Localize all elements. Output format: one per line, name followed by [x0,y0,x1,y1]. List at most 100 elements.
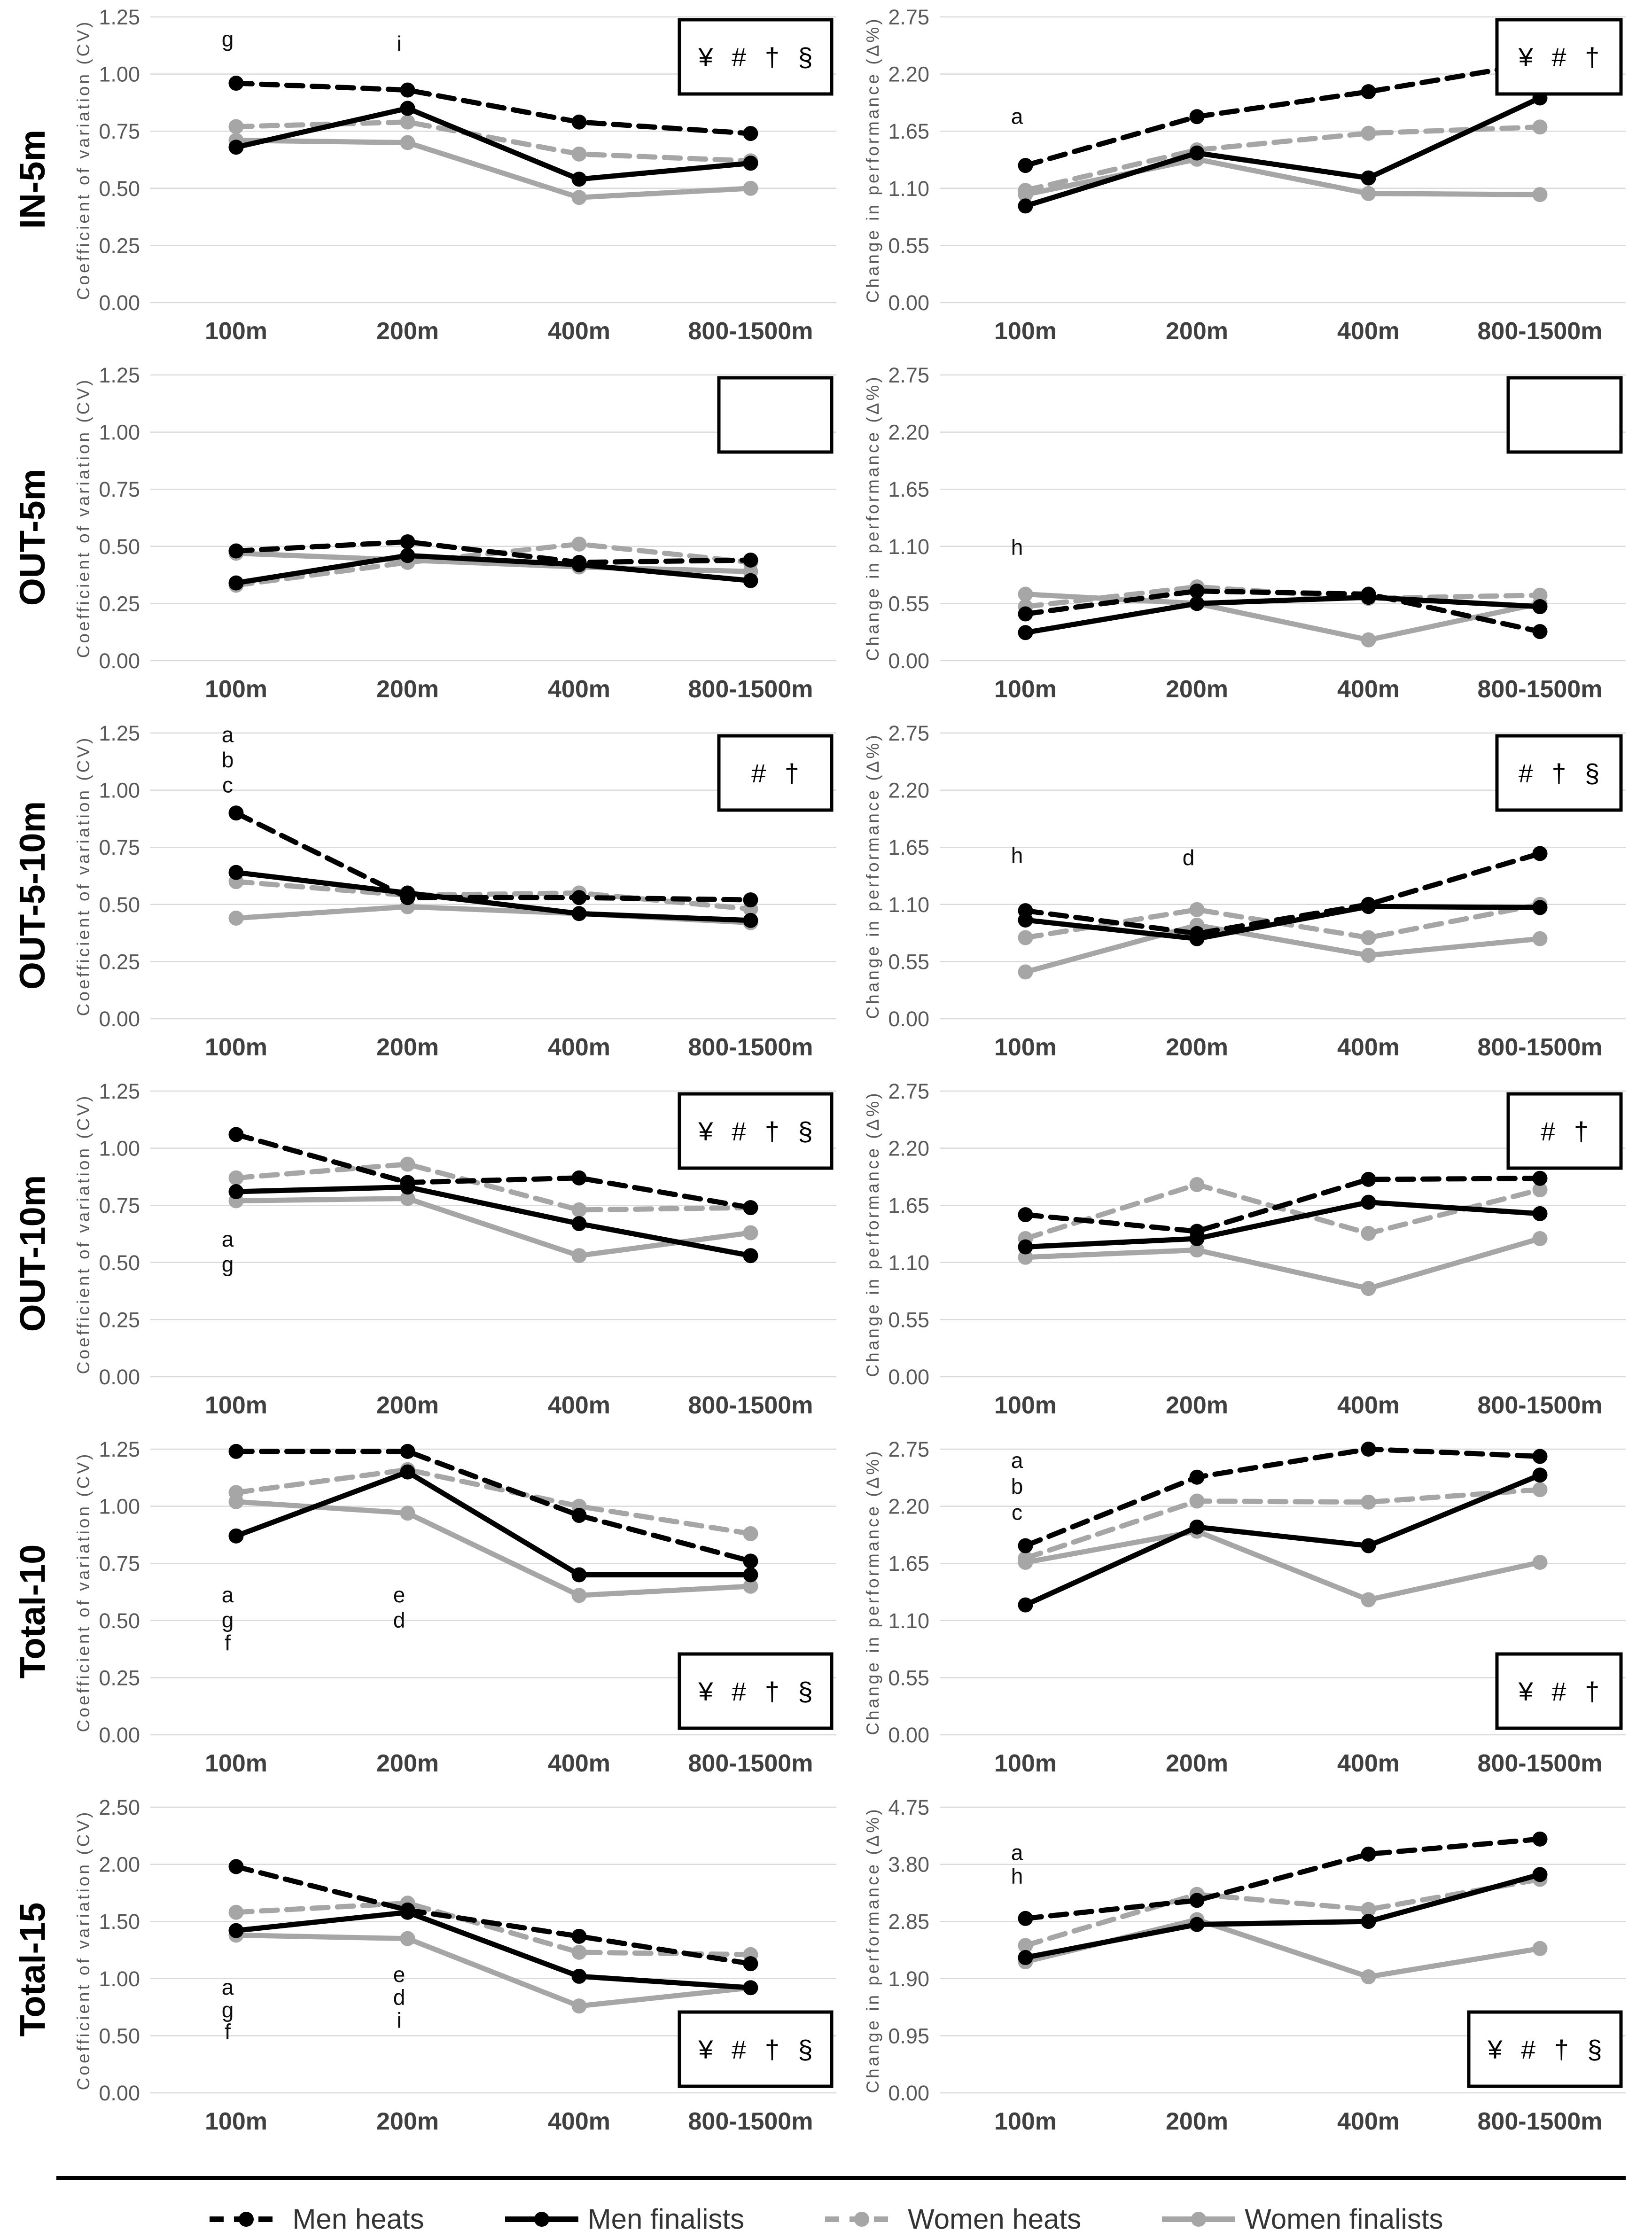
y-tick-label: 2.75 [888,1437,929,1461]
men-heats-marker [1018,1538,1033,1553]
y-tick-label: 2.20 [888,1495,929,1519]
panel-out-5-10m-cv: 0.00 0.25 0.50 0.75 1.00 1.25 Coefficient of v… [66,716,855,1074]
y-tick-label: 0.55 [888,950,929,974]
legend-label-women-heats: Women heats [908,2203,1082,2235]
men-heats-marker [1018,1911,1033,1926]
significance-box [1506,1092,1623,1170]
men-heats-marker [1532,1831,1548,1847]
men-heats-marker [743,126,758,141]
significance-box-symbols: ¥ # † [1518,1677,1605,1706]
y-tick-label: 2.00 [99,1853,140,1877]
y-tick-label: 0.25 [99,592,140,616]
men-finalists-line [1023,1472,1543,1608]
y-axis-title: Change in performance (Δ%) [863,374,882,661]
row-label-in-5m: IN-5m [0,0,66,358]
women-finalists-line [1023,1528,1543,1603]
women-heats-marker [400,1156,415,1172]
x-tick-label: 100m [994,1750,1057,1777]
y-tick-label: 1.65 [888,1194,929,1217]
y-tick-label: 0.75 [99,119,140,143]
women-heats-marker [228,1170,244,1186]
men-finalists-marker [1018,1950,1033,1965]
women-heats-marker [228,119,244,134]
men-heats-marker [1532,846,1548,861]
men-finalists-marker [1189,1917,1205,1932]
significance-letter: h [1011,535,1023,559]
significance-letter: d [1183,845,1195,870]
women-finalists-marker [1532,1554,1548,1570]
men-finalists-marker [1532,599,1548,615]
y-tick-label: 0.00 [99,1723,140,1747]
significance-box [1495,1652,1623,1730]
y-tick-label: 1.25 [99,5,140,29]
x-tick-label: 400m [548,2108,610,2135]
women-finalists-marker [1361,1592,1376,1607]
men-heats-marker [571,1170,587,1186]
significance-box [678,18,834,96]
men-heats-marker [571,554,587,570]
women-heats-line [1023,124,1543,193]
x-tick-label: 100m [994,1034,1057,1061]
x-tick-label: 400m [1337,1392,1400,1419]
y-tick-label: 1.90 [888,1967,929,1991]
men-heats-marker [571,1508,587,1523]
y-tick-label: 0.25 [99,1308,140,1332]
significance-letter: a [222,1227,234,1251]
y-tick-label: 0.25 [99,1666,140,1690]
panel-out-5-10m-delta: 0.00 0.55 1.10 1.65 2.20 2.75 Change in perfor… [855,716,1644,1074]
x-tick-label: 800-1500m [1478,676,1603,703]
significance-letter: f [225,2020,231,2044]
men-heats-marker [228,805,244,821]
y-tick-label: 1.00 [99,779,140,803]
men-finalists-marker [1189,145,1205,161]
men-heats-marker [571,114,587,130]
y-tick-label: 2.75 [888,363,929,387]
y-tick-label: 2.20 [888,421,929,445]
y-tick-label: 1.25 [99,721,140,745]
men-heats-marker [571,890,587,905]
women-finalists-marker [571,1998,587,2014]
women-finalists-marker [743,180,758,196]
women-finalists-marker [1189,1242,1205,1258]
men-finalists-marker [571,172,587,187]
women-heats-line [1023,1487,1543,1561]
y-axis-title: Change in performance (Δ%) [863,733,882,1019]
x-tick-label: 100m [205,318,267,345]
y-tick-label: 0.75 [99,477,140,501]
men-heats-line [1023,1836,1543,1921]
y-tick-label: 0.50 [99,2024,140,2048]
y-tick-label: 1.50 [99,1910,140,1934]
men-finalists-line [234,105,753,182]
x-tick-label: 400m [1337,2108,1400,2135]
x-tick-label: 800-1500m [1478,1392,1603,1419]
y-tick-label: 1.65 [888,477,929,501]
men-finalists-marker [1532,1867,1548,1882]
y-tick-label: 0.50 [99,1609,140,1633]
y-tick-label: 0.75 [99,1194,140,1217]
men-heats-line [234,1131,753,1210]
women-finalists-marker [571,190,587,205]
men-heats-marker [1189,583,1205,599]
panel-in-5m-cv: 0.00 0.25 0.50 0.75 1.00 1.25 Coefficient of v… [66,0,855,358]
women-finalists-marker [1532,1941,1548,1956]
women-finalists-marker [400,1506,415,1521]
row-label-text: IN-5m [13,129,53,229]
legend-item-women-heats: Women heats [824,2203,1081,2235]
y-tick-label: 0.00 [888,1723,929,1747]
significance-letter: a [1011,1448,1023,1473]
y-tick-label: 0.25 [99,234,140,257]
panel-total-15-cv: 0.00 0.50 1.00 1.50 2.00 2.50 Coefficient of v… [66,1790,855,2148]
x-tick-label: 100m [994,318,1057,345]
chart-row-out-10m: OUT-10m 0.00 0.25 0.50 0.75 1.00 1.25 Coefficie… [0,1074,1652,1432]
chart-row-total-10: Total-10 0.00 0.25 0.50 0.75 1.00 1.25 Coeffici… [0,1432,1652,1790]
significance-box-symbols: # † § [1519,758,1605,788]
x-tick-label: 800-1500m [688,1034,813,1061]
significance-letter: f [225,1630,231,1655]
significance-letter: d [393,1607,405,1632]
y-tick-label: 1.00 [99,1495,140,1519]
x-tick-label: 200m [376,318,439,345]
y-axis-title: Coefficient of variation (CV) [74,1094,93,1374]
men-heats-marker [400,1443,415,1459]
y-axis-title: Change in performance (Δ%) [863,1807,882,2093]
women-finalists-marker [743,1578,758,1594]
